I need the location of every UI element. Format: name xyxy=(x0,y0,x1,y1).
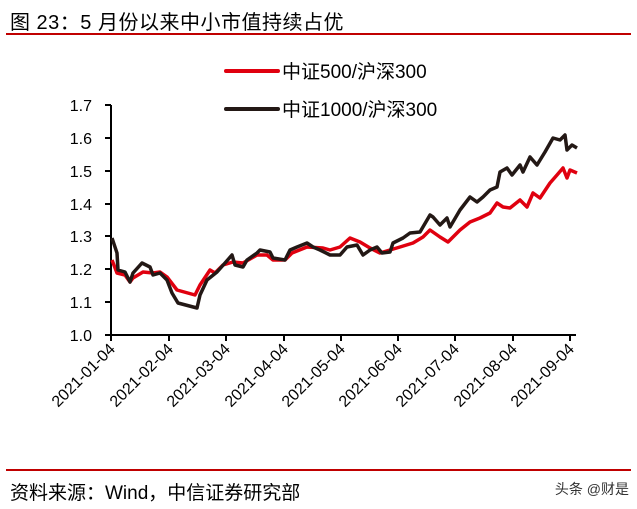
svg-text:1.4: 1.4 xyxy=(70,197,92,214)
y-axis xyxy=(105,104,112,340)
svg-text:1.2: 1.2 xyxy=(70,262,92,279)
svg-text:1.3: 1.3 xyxy=(70,229,92,246)
svg-text:1.1: 1.1 xyxy=(70,295,92,312)
series-line-500 xyxy=(110,166,578,297)
legend: 中证500/沪深300 中证1000/沪深300 xyxy=(224,61,437,121)
source-note: 资料来源：Wind，中信证券研究部 xyxy=(10,483,301,504)
source-divider xyxy=(6,469,631,471)
svg-text:1.7: 1.7 xyxy=(70,98,92,115)
figure-title: 图 23：5 月份以来中小市值持续占优 xyxy=(10,12,344,34)
svg-text:1.0: 1.0 xyxy=(70,328,92,345)
y-tick-labels: 1.7 1.6 1.5 1.4 1.3 1.2 1.1 1.0 xyxy=(70,98,92,345)
legend-label-500: 中证500/沪深300 xyxy=(282,61,427,83)
series-line-1000 xyxy=(110,133,578,310)
watermark: 头条 @财是 xyxy=(554,481,629,497)
x-tick-labels: 2021-01-04 2021-02-04 2021-03-04 2021-04… xyxy=(49,341,578,411)
x-axis xyxy=(105,334,576,341)
title-divider xyxy=(6,33,631,35)
svg-text:1.5: 1.5 xyxy=(70,164,92,181)
svg-text:1.6: 1.6 xyxy=(70,131,92,148)
legend-label-1000: 中证1000/沪深300 xyxy=(282,99,437,121)
